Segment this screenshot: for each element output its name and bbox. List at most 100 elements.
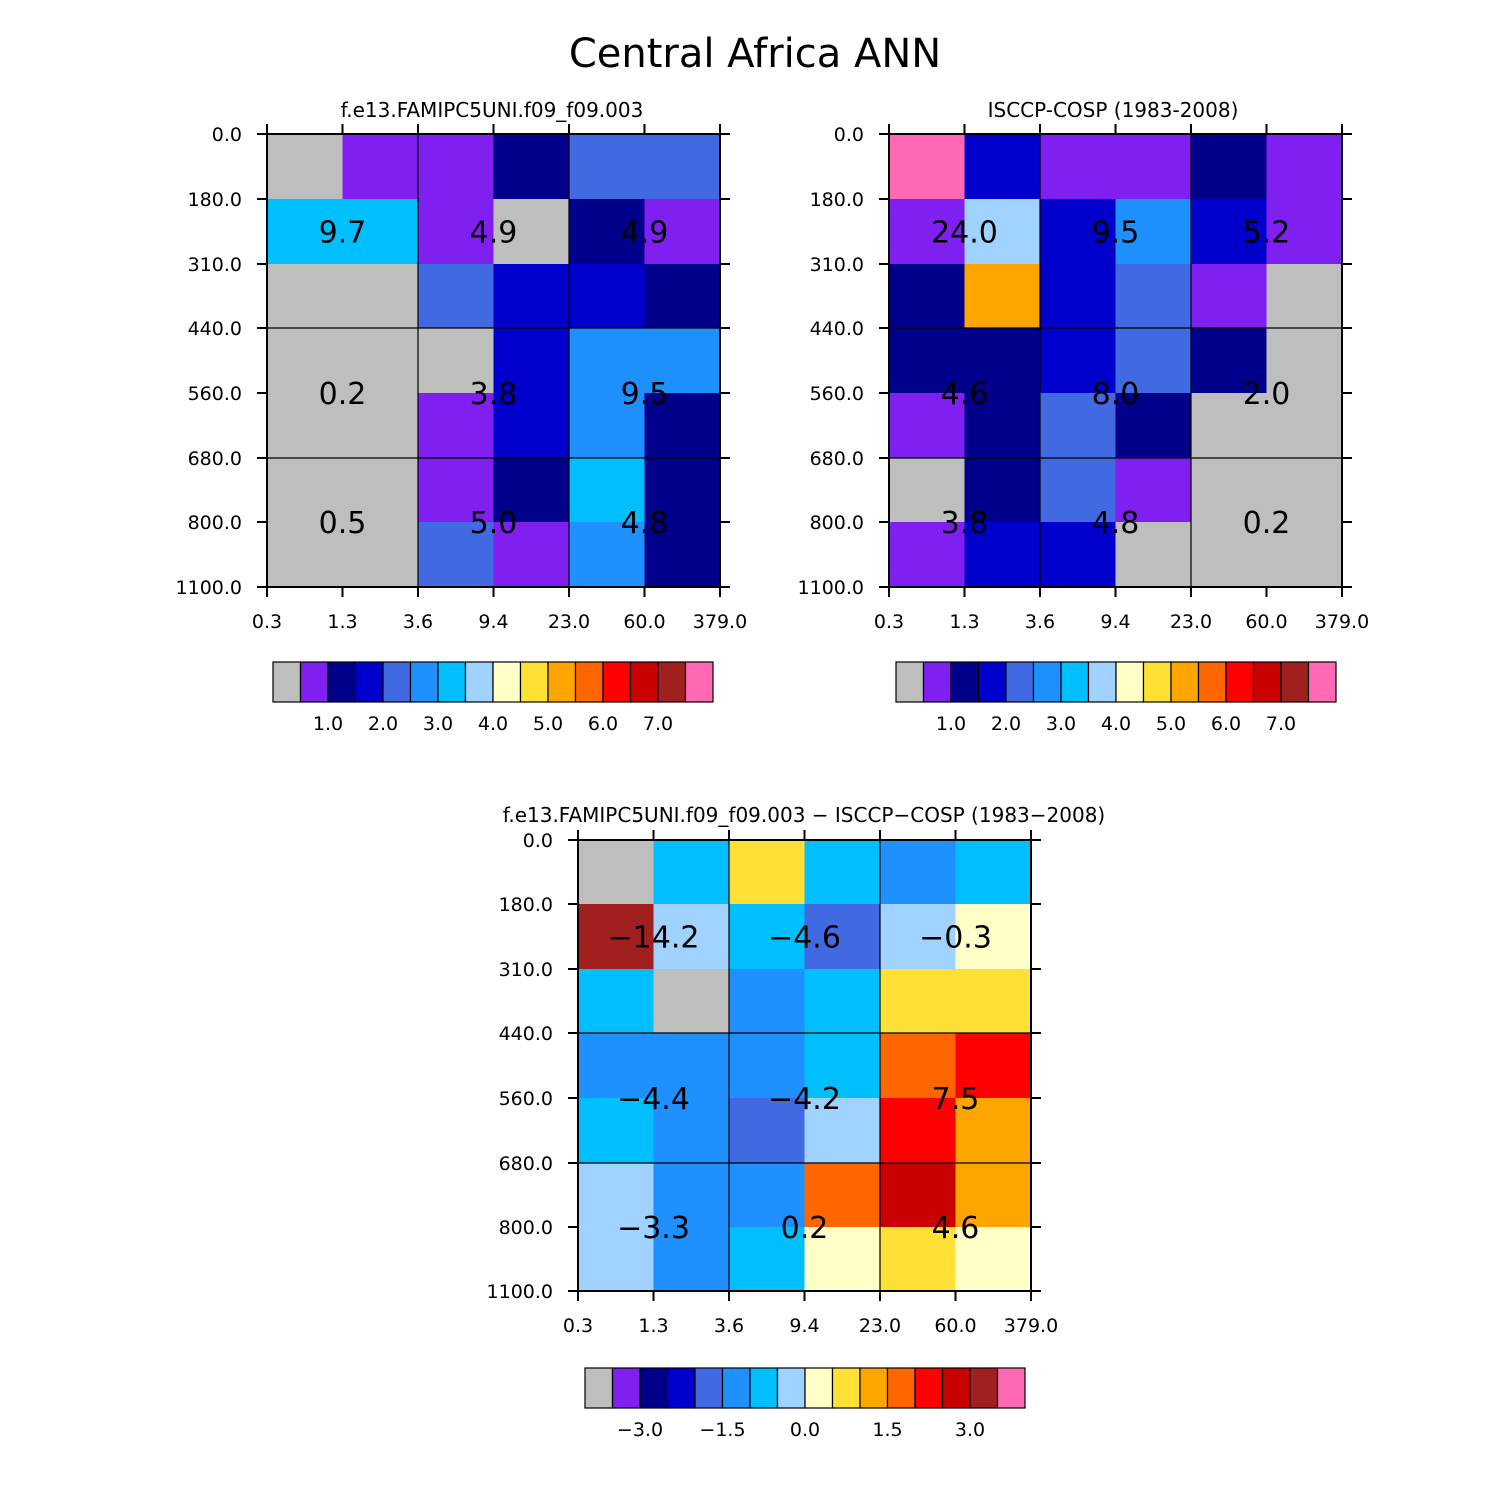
colorbar-box [895,661,925,703]
colorbar-box [804,1367,834,1409]
colorbar-box [382,661,412,703]
heatmap-cell [889,328,966,394]
heatmap-cell [342,199,419,265]
x-tick-label: 9.4 [789,1315,819,1337]
box-value-label: 5.0 [470,506,518,541]
panel-model: f.e13.FAMIPC5UNI.f09_f09.003 9.7 4.9 4.9 0.… [176,98,748,735]
x-tick-label: 9.4 [478,611,508,633]
box-value-label: 2.0 [1243,377,1291,412]
colorbar-box [639,1367,669,1409]
y-tick-label: 180.0 [188,189,242,211]
colorbar-box [1307,661,1337,703]
heatmap-cell [1040,393,1117,459]
colorbar-box [694,1367,724,1409]
x-tick-label: 379.0 [1004,1315,1058,1337]
heatmap-cell [653,1098,730,1164]
box-value-label: 9.7 [319,216,367,251]
heatmap-cell [729,1033,806,1099]
x-tick-label: 9.4 [1100,611,1130,633]
x-tick-label: 23.0 [548,611,590,633]
colorbar-box [969,1367,999,1409]
heatmap-cell [729,969,806,1034]
box-value-label: 9.5 [621,377,669,412]
heatmap-cell [493,134,570,200]
y-tick-label: 680.0 [188,448,242,470]
heatmap-cell [653,840,730,905]
heatmap-cell [1266,199,1343,265]
heatmap-cell [1115,328,1192,394]
colorbar-box [1060,661,1090,703]
heatmap-cell [569,458,646,523]
colorbar-box [996,1367,1026,1409]
panel-title: f.e13.FAMIPC5UNI.f09_f09.003 − ISCCP−COS… [503,803,1105,827]
heatmap-cell [804,904,881,970]
x-tick-label: 0.3 [563,1315,593,1337]
heatmap-cell [880,1098,957,1164]
heatmap-cell [267,134,344,200]
heatmap-cell [955,1227,1032,1292]
heatmap-cell [418,199,495,265]
colorbar-box [1225,661,1255,703]
colorbar-box [1197,661,1227,703]
box-value-label: 24.0 [931,216,998,251]
colorbar-label: −3.0 [617,1419,663,1441]
x-tick-label: 1.3 [949,611,979,633]
colorbar-box [602,661,632,703]
box-value-label: 4.6 [932,1211,980,1246]
panel-observation: ISCCP-COSP (1983-2008) 24.0 9.5 5.2 4.6 8.0 2… [798,98,1370,735]
heatmap-cell [955,840,1032,905]
x-tick-label: 23.0 [859,1315,901,1337]
heatmap-cell [1115,458,1192,523]
heatmap-cell [1115,264,1192,329]
colorbar-box [859,1367,889,1409]
heatmap-cell [1115,199,1192,265]
box-value-label: −4.2 [768,1082,841,1117]
colorbar-box [611,1367,641,1409]
heatmap-cell [964,264,1041,329]
heatmap-cell [964,393,1041,459]
colorbar-box [492,661,522,703]
y-tick-label: 0.0 [523,830,553,852]
heatmap-cell [578,1227,655,1292]
box-value-label: −0.3 [919,921,992,956]
heatmap-cell [342,328,419,394]
y-tick-label: 310.0 [188,254,242,276]
colorbar-box [1005,661,1035,703]
heatmap-cell [644,328,721,394]
colorbar-label: 3.0 [955,1419,985,1441]
heatmap-cell [493,264,570,329]
colorbar-box [914,1367,944,1409]
colorbar-box [272,661,302,703]
y-tick-label: 440.0 [810,318,864,340]
heatmap-cell [267,328,344,394]
heatmap-cell [578,1163,655,1228]
box-value-label: 0.2 [781,1211,829,1246]
heatmap-cell [644,393,721,459]
colorbar-box [657,661,687,703]
y-tick-label: 1100.0 [798,577,864,599]
colorbar-label: 0.0 [790,1419,820,1441]
heatmap-cell [729,840,806,905]
heatmap-cell [1266,328,1343,394]
heatmap-cell [889,134,966,200]
panel-difference: f.e13.FAMIPC5UNI.f09_f09.003 − ISCCP−COS… [487,803,1106,1441]
heatmap-cell [804,1227,881,1292]
box-value-label: 4.8 [621,506,669,541]
heatmap-cell [1191,264,1268,329]
heatmap-cell [880,1227,957,1292]
x-tick-label: 0.3 [252,611,282,633]
heatmap-cell [955,904,1032,970]
heatmap-cell [578,840,655,905]
heatmap-cell [1266,264,1343,329]
y-tick-label: 800.0 [810,512,864,534]
colorbar-label: 3.0 [1046,713,1076,735]
heatmap-cell [493,393,570,459]
colorbar-label: 7.0 [1266,713,1296,735]
colorbar-label: 1.0 [936,713,966,735]
y-tick-label: 440.0 [499,1023,553,1045]
colorbar-box [1280,661,1310,703]
heatmap-cell [880,1033,957,1099]
heatmap-cell [644,199,721,265]
heatmap-cell [342,522,419,588]
colorbar-box [1032,661,1062,703]
